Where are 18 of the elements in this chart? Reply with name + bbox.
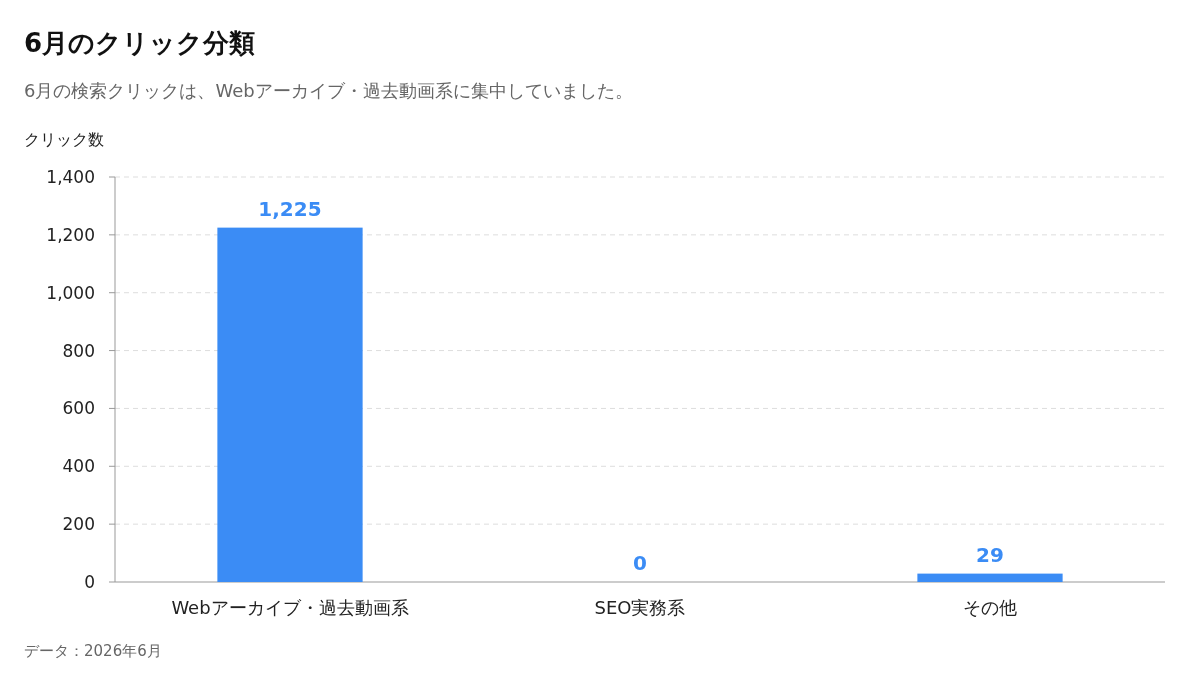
y-tick-label: 800 xyxy=(62,340,95,361)
x-tick-label: その他 xyxy=(963,597,1017,618)
text: データ：2026年6月 xyxy=(24,642,162,660)
y-tick-label: 1,200 xyxy=(46,224,95,245)
data-label: 0 xyxy=(633,551,647,575)
y-axis-title: クリック数 xyxy=(24,130,104,149)
y-tick-label: 200 xyxy=(62,514,95,535)
y-tick-label: 400 xyxy=(62,456,95,477)
chart-subtitle: 6月の検索クリックは、Webアーカイブ・過去動画系に集中していました。 xyxy=(24,80,633,101)
data-label: 29 xyxy=(976,542,1004,567)
y-tick-label: 1,000 xyxy=(46,282,95,303)
x-tick-label: SEO実務系 xyxy=(594,597,686,618)
data-label: 1,225 xyxy=(258,196,322,221)
y-tick-label: 0 xyxy=(84,572,95,592)
y-tick-label: 600 xyxy=(62,398,95,419)
chart-title: 6月のクリック分類 xyxy=(24,28,256,58)
y-tick-label: 1,400 xyxy=(46,167,95,187)
x-tick-label: Webアーカイブ・過去動画系 xyxy=(171,597,409,618)
